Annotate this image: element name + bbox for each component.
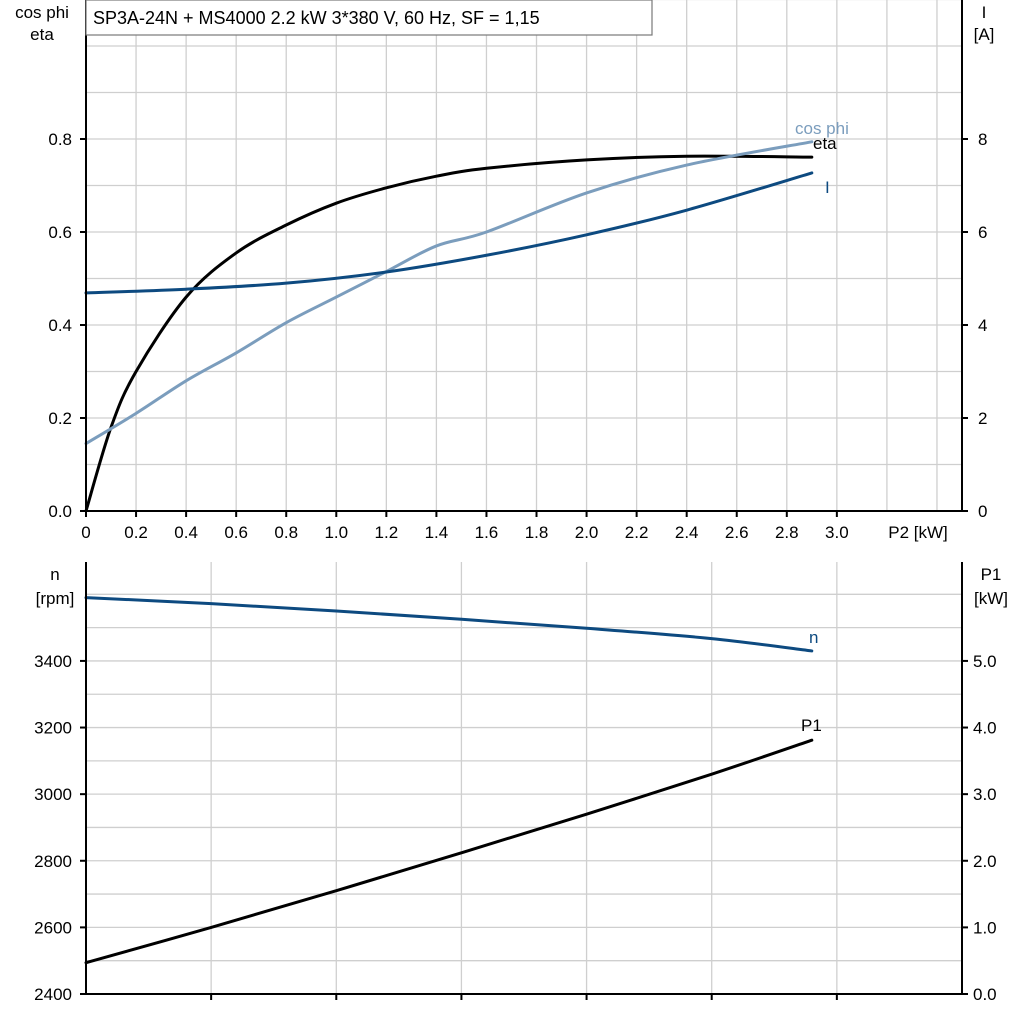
y-left-tick-label: 0.6	[48, 223, 72, 242]
bottom-right-ylabel-1: P1	[981, 565, 1002, 584]
y-left-tick-label: 2800	[34, 852, 72, 871]
y-right-tick-label: 0	[978, 502, 987, 521]
y-right-tick-label: 2.0	[973, 852, 997, 871]
x-tick-label: 0.4	[174, 523, 198, 542]
y-left-tick-label: 0.0	[48, 502, 72, 521]
series-label-eta: eta	[813, 134, 837, 153]
y-left-tick-label: 0.4	[48, 316, 72, 335]
bottom-left-ylabel-1: n	[50, 565, 59, 584]
x-tick-label: 0.8	[274, 523, 298, 542]
curve-I	[84, 171, 814, 295]
x-tick-label: 1.0	[324, 523, 348, 542]
bottom-right-ylabel-2: [kW]	[974, 589, 1008, 608]
x-tick-label: 2.8	[775, 523, 799, 542]
y-right-tick-label: 2	[978, 409, 987, 428]
title-box	[85, 0, 653, 36]
y-left-tick-label: 2600	[34, 918, 72, 937]
series-label-P1: P1	[801, 716, 822, 735]
y-right-tick-label: 4.0	[973, 719, 997, 738]
y-left-tick-label: 0.2	[48, 409, 72, 428]
y-right-tick-label: 8	[978, 130, 987, 149]
y-right-tick-label: 1.0	[973, 918, 997, 937]
top-plot-grid	[86, 0, 962, 511]
x-tick-label: 2.2	[625, 523, 649, 542]
x-axis-label: P2 [kW]	[888, 523, 948, 542]
curve-n	[84, 596, 814, 653]
y-right-tick-label: 5.0	[973, 652, 997, 671]
x-tick-label: 1.4	[425, 523, 449, 542]
top-right-ylabel-1: I	[982, 3, 987, 22]
y-right-tick-label: 3.0	[973, 785, 997, 804]
curves	[84, 140, 814, 965]
tick-labels: 0.0 0.2 0.4 0.6 0.8 0 2 4 6 8 0 0.2 0.4 0.6 0.8 1.0 1.2 1…	[34, 130, 996, 1004]
top-left-ylabel-2: eta	[30, 25, 54, 44]
curve-eta	[84, 154, 814, 513]
curve-cos-phi	[84, 140, 814, 446]
bottom-left-ylabel-2: [rpm]	[36, 589, 75, 608]
y-left-tick-label: 0.8	[48, 130, 72, 149]
x-tick-label: 3.0	[825, 523, 849, 542]
y-right-tick-label: 0.0	[973, 985, 997, 1004]
curve-P1	[84, 738, 814, 965]
y-right-tick-label: 6	[978, 223, 987, 242]
x-tick-label: 1.6	[475, 523, 499, 542]
x-tick-label: 2.0	[575, 523, 599, 542]
bottom-plot-grid	[86, 562, 962, 994]
top-right-ylabel-2: [A]	[974, 25, 995, 44]
y-left-tick-label: 3400	[34, 652, 72, 671]
y-right-tick-label: 4	[978, 316, 987, 335]
axes	[85, 0, 963, 995]
x-tick-label: 0.6	[224, 523, 248, 542]
y-left-tick-label: 3200	[34, 719, 72, 738]
x-tick-label: 0.2	[124, 523, 148, 542]
x-tick-label: 1.8	[525, 523, 549, 542]
x-tick-label: 1.2	[375, 523, 399, 542]
series-label-cos-phi: cos phi	[795, 119, 849, 138]
y-left-tick-label: 2400	[34, 985, 72, 1004]
series-label-I: I	[825, 178, 830, 197]
top-left-ylabel-1: cos phi	[15, 3, 69, 22]
x-tick-label: 2.4	[675, 523, 699, 542]
x-tick-label: 0	[81, 523, 90, 542]
chart-title: SP3A-24N + MS4000 2.2 kW 3*380 V, 60 Hz,…	[93, 8, 540, 28]
y-left-tick-label: 3000	[34, 785, 72, 804]
series-label-n: n	[809, 628, 818, 647]
x-tick-label: 2.6	[725, 523, 749, 542]
